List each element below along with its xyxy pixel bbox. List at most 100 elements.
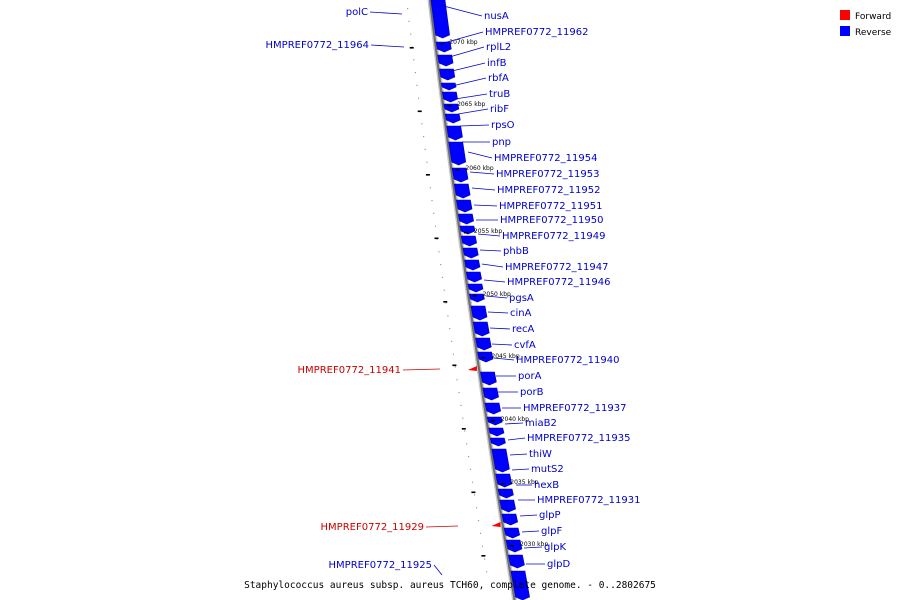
kbp-label: 2040 kbp [501, 416, 529, 423]
label-leaders [369, 3, 545, 576]
reverse-gene-label[interactable]: recA [512, 324, 535, 335]
reverse-gene-label[interactable]: HMPREF0772_11925 [329, 560, 432, 571]
reverse-gene-label[interactable]: HMPREF0772_11962 [485, 27, 588, 38]
tick-dot [460, 404, 462, 406]
gene-labels[interactable]: polC nusA HMPREF0772_11962 HMPREF0772_11964… [266, 7, 641, 571]
label-leader-line [473, 204, 498, 207]
reverse-gene-label[interactable]: nusA [484, 11, 509, 22]
label-leader-line [459, 124, 490, 127]
reverse-gene-label[interactable]: HMPREF0772_11935 [527, 433, 630, 444]
minor-ticks [409, 47, 486, 557]
label-leader-line [467, 151, 493, 159]
label-leader-line [435, 3, 483, 17]
label-leader-line [487, 311, 509, 314]
legend-reverse-label: Reverse [855, 28, 892, 38]
tick-dot [445, 302, 447, 304]
minor-tick [425, 174, 430, 176]
reverse-gene-label[interactable]: cinA [510, 308, 532, 319]
reverse-gene-label[interactable]: miaB2 [525, 418, 557, 429]
reverse-gene-label[interactable]: glpF [541, 526, 562, 537]
label-leader-line [507, 437, 526, 441]
reverse-gene-label[interactable]: thiW [529, 449, 552, 460]
tick-dot [410, 33, 412, 35]
forward-gene-label[interactable]: HMPREF0772_11929 [321, 522, 424, 533]
reverse-gene-label[interactable]: rpsO [491, 120, 515, 131]
tick-dot [418, 97, 420, 99]
label-leader-line [519, 514, 538, 517]
reverse-gene-label[interactable]: HMPREF0772_11952 [497, 185, 600, 196]
backbone [428, 0, 516, 600]
reverse-gene-block [510, 570, 530, 600]
reverse-gene-label[interactable]: pgsA [509, 293, 534, 304]
label-leader-line [477, 233, 501, 237]
reverse-gene-block [486, 416, 503, 426]
reverse-gene-label[interactable]: truB [489, 89, 510, 100]
label-leader-line [479, 249, 502, 252]
reverse-gene-label[interactable]: pnp [492, 137, 511, 148]
reverse-gene-label[interactable]: HMPREF0772_11947 [505, 262, 608, 273]
reverse-gene-label[interactable]: rbfA [488, 73, 509, 84]
tick-dot [449, 328, 451, 330]
reverse-gene-block [430, 0, 450, 39]
reverse-gene-label[interactable]: glpK [544, 542, 566, 553]
reverse-gene-label[interactable]: HMPREF0772_11951 [499, 201, 602, 212]
forward-gene-label[interactable]: HMPREF0772_11941 [298, 365, 401, 376]
reverse-gene-label[interactable]: glpP [539, 510, 561, 521]
label-leader-line [454, 93, 488, 100]
label-leader-line [493, 357, 515, 361]
tick-dot [413, 59, 415, 61]
reverse-gene-label[interactable]: HMPREF0772_11940 [516, 355, 619, 366]
kbp-tick [455, 169, 460, 171]
reverse-gene-block [501, 513, 518, 526]
forward-gene-arrow [491, 522, 501, 527]
reverse-gene-label[interactable]: HMPREF0772_11953 [496, 169, 599, 180]
reverse-gene-label[interactable]: HMPREF0772_11950 [500, 215, 603, 226]
reverse-gene-label[interactable]: infB [487, 58, 507, 69]
reverse-gene-label[interactable]: polC [346, 7, 368, 18]
legend-forward-swatch [840, 10, 850, 20]
kbp-tick [510, 545, 514, 547]
tick-dot [424, 148, 426, 150]
tick-dot [452, 353, 454, 355]
tick-dot [443, 289, 445, 291]
reverse-gene-block [499, 499, 516, 513]
reverse-gene-label[interactable]: hexB [534, 480, 559, 491]
reverse-gene-label[interactable]: HMPREF0772_11964 [266, 40, 369, 51]
reverse-gene-label[interactable]: HMPREF0772_11954 [494, 153, 597, 164]
label-leader-line [523, 546, 543, 549]
reverse-gene-label[interactable]: HMPREF0772_11949 [502, 231, 605, 242]
reverse-gene-label[interactable]: porA [518, 371, 542, 382]
reverse-gene-block [441, 91, 458, 103]
reverse-gene-block [472, 321, 490, 337]
forward-gene-arrow [467, 366, 477, 371]
reverse-gene-label[interactable]: porB [520, 387, 544, 398]
reverse-gene-label[interactable]: HMPREF0772_11937 [523, 403, 626, 414]
tick-dot [462, 417, 464, 419]
label-leader-line [469, 171, 495, 175]
reverse-gene-block [482, 387, 499, 401]
reverse-gene-block [497, 488, 514, 499]
label-leader-line [521, 530, 540, 533]
tick-dot [454, 366, 456, 368]
reverse-gene-block [451, 167, 469, 183]
tick-dot [421, 123, 423, 125]
reverse-gene-label[interactable]: glpD [547, 559, 570, 570]
tick-dot [468, 456, 470, 458]
tick-dot [408, 20, 410, 22]
reverse-gene-label[interactable]: cvfA [514, 340, 536, 351]
kbp-label: 2055 kbp [474, 228, 502, 235]
reverse-gene-block [439, 68, 456, 81]
tick-dot [416, 84, 418, 86]
reverse-gene-label[interactable]: ribF [490, 104, 509, 115]
reverse-gene-label[interactable]: mutS2 [531, 464, 564, 475]
tick-dot [481, 545, 484, 547]
reverse-gene-block [440, 82, 457, 91]
reverse-gene-label[interactable]: phbB [503, 246, 529, 257]
reverse-gene-label[interactable]: HMPREF0772_11931 [537, 495, 640, 506]
minor-tick [452, 364, 457, 367]
reverse-gene-label[interactable]: rplL2 [486, 42, 511, 53]
reverse-gene-label[interactable]: HMPREF0772_11946 [507, 277, 610, 288]
tick-dot [414, 72, 416, 74]
label-leader-line [491, 343, 513, 346]
